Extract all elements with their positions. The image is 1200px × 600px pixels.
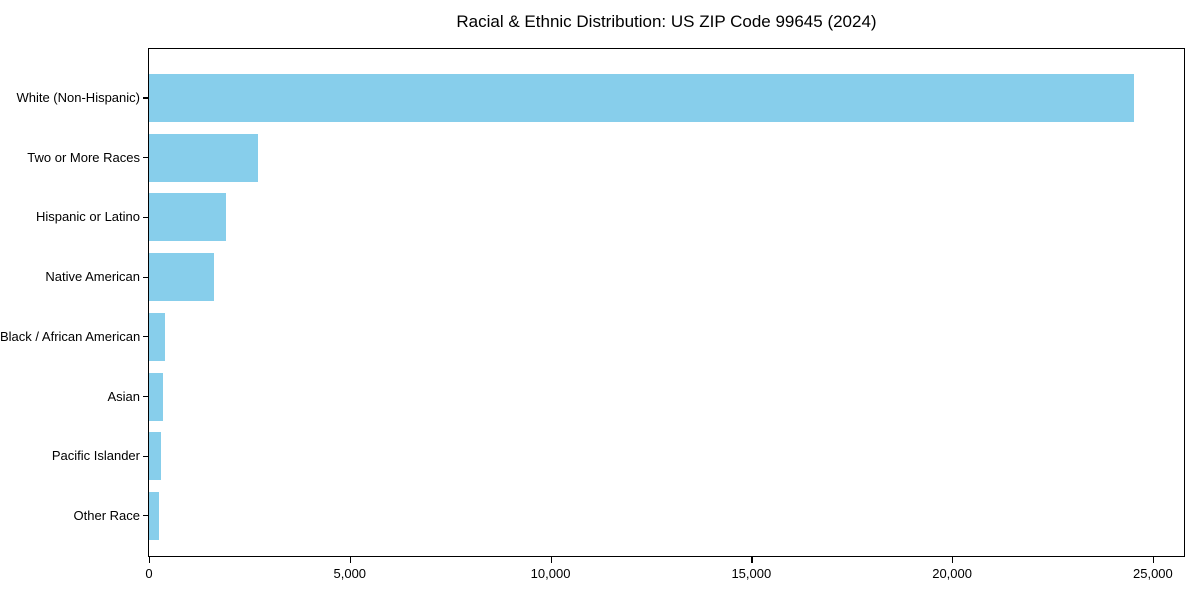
bar-pacific-islander — [149, 432, 162, 481]
y-axis-tick — [143, 395, 149, 398]
bar-two-or-more-races — [149, 133, 258, 182]
y-axis-tick — [143, 515, 149, 517]
x-axis-tick — [1152, 556, 1155, 563]
x-axis-tick-label: 10,000 — [530, 566, 571, 581]
y-axis-tick — [143, 97, 149, 99]
chart-title: Racial & Ethnic Distribution: US ZIP Cod… — [456, 12, 877, 31]
bar-white-non-hispanic — [149, 74, 1134, 122]
x-axis-tick — [550, 556, 552, 563]
plot-area: White (Non-Hispanic) Two or More Races His… — [0, 48, 1185, 581]
x-axis-tick — [149, 556, 151, 563]
y-axis-label: Pacific Islander — [51, 448, 140, 464]
y-axis-label: Hispanic or Latino — [35, 209, 140, 225]
bar-hispanic-or-latino — [149, 193, 226, 242]
bar-native-american — [149, 253, 214, 302]
x-axis-tick — [751, 556, 753, 563]
bar-other-race — [149, 491, 160, 540]
x-axis-tick-label: 0 — [145, 566, 153, 581]
y-axis-label: Asian — [107, 388, 140, 404]
y-axis-label: Two or More Races — [27, 149, 140, 165]
x-axis-tick-label: 5,000 — [333, 566, 367, 581]
x-axis-tick-label: 20,000 — [932, 566, 972, 581]
y-axis-label: Native American — [45, 269, 140, 285]
bar-black-african-american — [149, 312, 166, 361]
x-axis-tick — [349, 556, 351, 563]
y-axis-tick — [143, 336, 149, 338]
x-axis-tick — [952, 556, 954, 563]
y-axis-tick — [143, 157, 149, 159]
y-axis-tick — [143, 276, 149, 278]
x-axis-tick-label: 25,000 — [1132, 566, 1173, 581]
y-axis-tick — [143, 455, 149, 457]
x-axis-tick-label: 15,000 — [731, 566, 772, 581]
y-axis-label: Black / African American — [0, 328, 141, 344]
y-axis-label: Other Race — [73, 507, 140, 523]
y-axis-label: White (Non-Hispanic) — [16, 90, 140, 105]
y-axis-tick — [143, 216, 149, 218]
bar-asian — [149, 372, 163, 421]
